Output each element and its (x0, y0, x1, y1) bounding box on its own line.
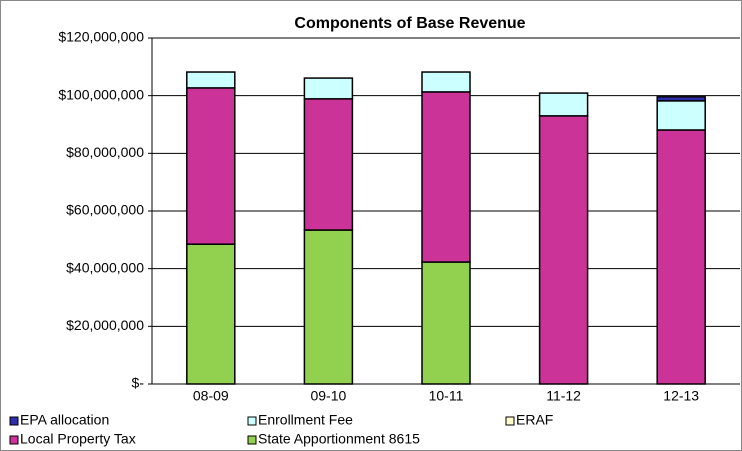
legend-swatch (9, 416, 19, 426)
y-tick-label: $40,000,000 (66, 259, 144, 275)
legend-label: Enrollment Fee (258, 412, 353, 428)
bar-segment (421, 91, 471, 263)
legend-swatch (9, 435, 19, 445)
y-tick-label: $20,000,000 (66, 317, 144, 333)
bar-segment (186, 71, 236, 89)
x-tick-label: 11-12 (546, 388, 581, 404)
chart-title: Components of Base Revenue (294, 15, 525, 32)
bar-segment (656, 96, 706, 102)
y-tick-label: $100,000,000 (58, 86, 144, 102)
x-tick-label: 10-11 (429, 388, 464, 404)
x-tick-label: 12-13 (663, 388, 699, 404)
y-tick-label: $120,000,000 (58, 29, 144, 45)
legend-swatch (247, 416, 257, 426)
bar-segment (186, 87, 236, 245)
y-tick-label: $80,000,000 (66, 144, 144, 160)
legend-label: State Apportionment 8615 (258, 431, 420, 447)
bar-segment (656, 100, 706, 131)
bar-segment (303, 77, 354, 100)
bar-segment (656, 129, 706, 385)
bar-segment (421, 71, 471, 93)
bar-segment (303, 98, 354, 231)
bar-segment (421, 261, 471, 385)
bar-segment (303, 229, 354, 385)
legend-label: Local Property Tax (20, 431, 136, 447)
bar-segment (186, 243, 236, 385)
legend-label: EPA allocation (20, 412, 109, 428)
y-tick-label: $60,000,000 (66, 202, 144, 218)
bar-segment (538, 92, 589, 117)
y-tick-label: $- (132, 375, 145, 391)
legend-swatch (247, 435, 257, 445)
bar-segment (538, 115, 589, 385)
legend-swatch (505, 416, 515, 426)
x-tick-label: 08-09 (193, 388, 229, 404)
legend-label: ERAF (516, 412, 553, 428)
x-tick-label: 09-10 (310, 388, 346, 404)
